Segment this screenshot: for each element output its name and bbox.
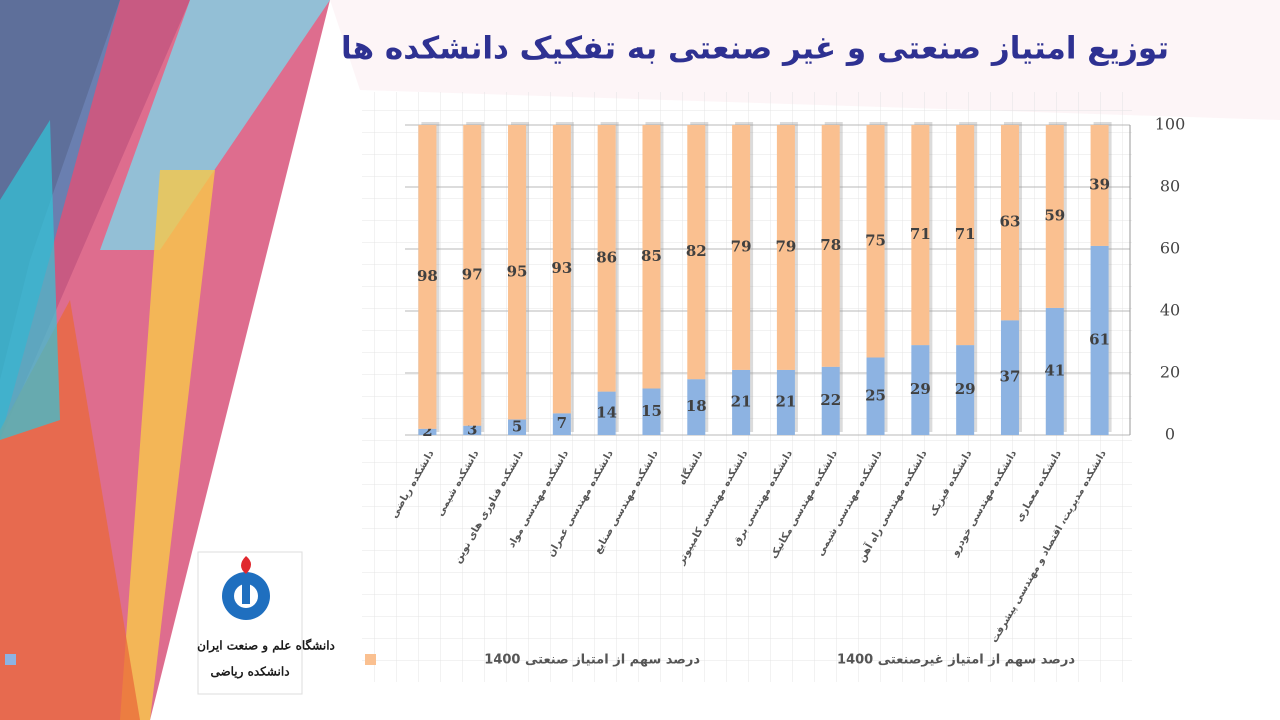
data-label: 61 bbox=[1089, 330, 1110, 348]
data-label: 37 bbox=[1000, 368, 1021, 386]
data-label: 79 bbox=[775, 237, 796, 255]
bar-segment bbox=[776, 125, 795, 370]
logo-name: دانشگاه علم و صنعت ایران bbox=[197, 638, 335, 654]
y-tick-label: 100 bbox=[1155, 115, 1186, 134]
data-label: 2 bbox=[422, 422, 432, 440]
bar-segment bbox=[1000, 125, 1019, 321]
data-label: 7 bbox=[557, 414, 567, 432]
bar-segment bbox=[642, 388, 661, 435]
bar-segment bbox=[911, 345, 930, 435]
bar-segment bbox=[418, 428, 437, 435]
bar-segment bbox=[1090, 245, 1109, 435]
bar-segment bbox=[1045, 307, 1064, 435]
bar-segment bbox=[866, 357, 885, 435]
data-label: 78 bbox=[820, 236, 841, 254]
bar-segment bbox=[687, 379, 706, 435]
bar-segment bbox=[911, 125, 930, 346]
bar-segment bbox=[463, 125, 482, 426]
bar-segment bbox=[956, 345, 975, 435]
data-label: 59 bbox=[1044, 206, 1065, 224]
bar-segment bbox=[1045, 125, 1064, 308]
bar-segment bbox=[687, 125, 706, 380]
legend-swatch bbox=[365, 654, 376, 665]
bar-segment bbox=[821, 366, 840, 435]
data-label: 39 bbox=[1089, 175, 1110, 193]
bar-segment bbox=[866, 125, 885, 358]
data-label: 25 bbox=[865, 386, 886, 404]
data-label: 95 bbox=[507, 262, 528, 280]
data-label: 41 bbox=[1044, 361, 1065, 379]
y-tick-label: 80 bbox=[1160, 177, 1180, 196]
legend-label: درصد سهم از امتیاز صنعتی 1400 bbox=[484, 653, 700, 668]
legend-swatch bbox=[5, 654, 16, 665]
data-label: 5 bbox=[512, 417, 522, 435]
bar-segment bbox=[1000, 320, 1019, 435]
bar-segment bbox=[642, 125, 661, 389]
data-label: 18 bbox=[686, 397, 707, 415]
data-label: 15 bbox=[641, 402, 662, 420]
data-label: 71 bbox=[910, 225, 931, 243]
slide-title: توزیع امتیاز صنعتی و غیر صنعتی به تفکیک … bbox=[341, 31, 1169, 67]
y-tick-label: 0 bbox=[1165, 425, 1175, 444]
bar-segment bbox=[597, 391, 616, 435]
data-label: 82 bbox=[686, 242, 707, 260]
logo: دانشگاه علم و صنعت ایران دانشکده ریاضی bbox=[197, 551, 335, 695]
data-label: 29 bbox=[955, 380, 976, 398]
y-tick-label: 60 bbox=[1160, 239, 1180, 258]
legend-label: درصد سهم از امتیاز غیرصنعتی 1400 bbox=[837, 653, 1075, 668]
bar-segment bbox=[821, 125, 840, 367]
data-label: 86 bbox=[596, 248, 617, 266]
bar-segment bbox=[508, 125, 527, 420]
bar-segment bbox=[463, 425, 482, 435]
data-label: 3 bbox=[467, 420, 477, 438]
data-label: 85 bbox=[641, 247, 662, 265]
data-label: 79 bbox=[731, 237, 752, 255]
data-label: 21 bbox=[775, 392, 796, 410]
bar-segment bbox=[956, 125, 975, 346]
bar-segment bbox=[732, 369, 751, 435]
data-label: 93 bbox=[551, 259, 572, 277]
data-label: 14 bbox=[596, 403, 617, 421]
data-label: 98 bbox=[417, 267, 438, 285]
bar-segment bbox=[597, 125, 616, 392]
bar-segment bbox=[776, 369, 795, 435]
bar-segment bbox=[508, 419, 527, 435]
data-label: 63 bbox=[1000, 213, 1021, 231]
y-tick-label: 40 bbox=[1160, 301, 1180, 320]
logo-faculty: دانشکده ریاضی bbox=[210, 665, 289, 680]
data-label: 29 bbox=[910, 380, 931, 398]
bar-segment bbox=[552, 125, 571, 414]
y-tick-label: 20 bbox=[1160, 363, 1180, 382]
data-label: 22 bbox=[820, 391, 841, 409]
bar-segment bbox=[418, 125, 437, 429]
data-label: 97 bbox=[462, 265, 483, 283]
bar-segment bbox=[1090, 125, 1109, 246]
data-label: 75 bbox=[865, 231, 886, 249]
data-label: 21 bbox=[731, 392, 752, 410]
bar-segment bbox=[732, 125, 751, 370]
data-label: 71 bbox=[955, 225, 976, 243]
bar-segment bbox=[552, 413, 571, 435]
